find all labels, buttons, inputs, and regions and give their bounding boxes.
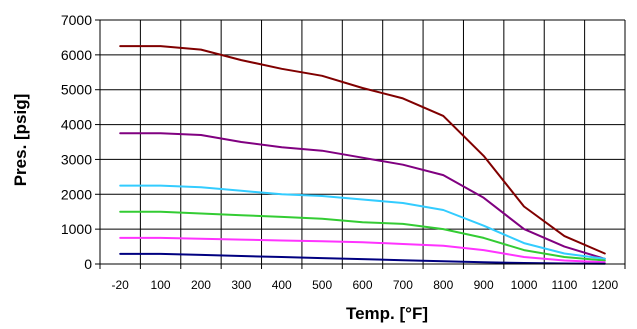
x-tick-label: 100 xyxy=(151,278,171,292)
y-tick-label: 1000 xyxy=(61,221,92,237)
x-tick-label: 500 xyxy=(312,278,332,292)
x-axis-title: Temp. [°F] xyxy=(346,304,428,323)
tick-labels: 0 1000 2000 3000 4000 5000 6000 7000 -20 100 200 30… xyxy=(61,12,619,292)
grid xyxy=(100,19,626,264)
series-line-4 xyxy=(119,210,606,262)
y-tick-label: 4000 xyxy=(61,117,92,133)
x-tick-label: 1000 xyxy=(511,278,538,292)
y-tick-label: 7000 xyxy=(61,12,92,28)
y-tick-label: 3000 xyxy=(61,151,92,167)
series-line-1 xyxy=(119,45,606,255)
y-axis-title: Pres. [psig] xyxy=(11,94,30,187)
x-tick-label: 700 xyxy=(393,278,413,292)
x-tick-label: 1100 xyxy=(552,278,578,292)
x-tick-label: 900 xyxy=(474,278,494,292)
y-tick-label: 5000 xyxy=(61,82,92,98)
x-tick-label: 200 xyxy=(191,278,211,292)
series-lines xyxy=(119,45,606,265)
y-tick-label: 0 xyxy=(84,256,92,272)
x-tick-label: 600 xyxy=(352,278,372,292)
x-tick-label: 1200 xyxy=(591,278,618,292)
x-tick-label: 400 xyxy=(272,278,292,292)
y-tick-label: 6000 xyxy=(61,47,92,63)
axes xyxy=(95,19,626,269)
series-line-6 xyxy=(119,252,606,265)
y-tick-label: 2000 xyxy=(61,186,92,202)
series-line-5 xyxy=(119,236,606,264)
x-tick-label: 800 xyxy=(433,278,453,292)
x-tick-label: -20 xyxy=(112,278,130,292)
series-line-2 xyxy=(119,132,606,260)
x-tick-label: 300 xyxy=(231,278,251,292)
series-line-3 xyxy=(119,184,606,260)
